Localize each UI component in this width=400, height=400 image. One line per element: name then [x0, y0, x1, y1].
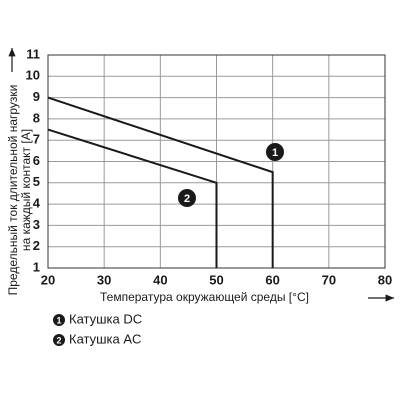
legend-circle: [53, 334, 65, 346]
x-tick-label: 80: [378, 272, 392, 287]
y-tick-label: 4: [33, 196, 41, 211]
x-tick-label: 70: [322, 272, 336, 287]
y-axis-label: Предельный ток длительной нагрузки на ка…: [6, 85, 33, 296]
y-axis-label-line: Предельный ток длительной нагрузки: [6, 85, 20, 296]
x-tick-label: 60: [265, 272, 279, 287]
y-tick-label: 1: [33, 259, 40, 274]
x-tick-label: 40: [153, 272, 167, 287]
y-tick-label: 11: [26, 46, 40, 61]
callout-circle: [266, 143, 284, 161]
legend-number: 1: [56, 315, 61, 325]
legend-label: Катушка DC: [69, 311, 142, 326]
legend-circle: [53, 314, 65, 326]
legend-number: 2: [56, 335, 61, 345]
y-tick-label: 9: [33, 89, 40, 104]
y-tick-label: 5: [33, 174, 40, 189]
y-tick-label: 2: [33, 238, 40, 253]
y-tick-label: 10: [26, 68, 40, 83]
y-tick-label: 3: [33, 217, 40, 232]
x-tick-label: 20: [41, 272, 55, 287]
series-line: [47, 128, 218, 268]
series-line: [47, 96, 274, 268]
y-tick-label: 8: [33, 110, 40, 125]
callout-number: 2: [184, 193, 190, 205]
x-axis-label: Температура окружающей среды [°C]: [100, 290, 309, 304]
y-tick-label: 7: [33, 132, 40, 147]
callout-circle: [178, 189, 196, 207]
x-tick-label: 50: [209, 272, 223, 287]
callout-number: 1: [272, 147, 278, 159]
legend-label: Катушка AC: [69, 331, 141, 346]
y-axis-label-line: на каждый контакт [A]: [19, 129, 33, 251]
x-tick-label: 30: [97, 272, 111, 287]
y-tick-label: 6: [33, 153, 40, 168]
